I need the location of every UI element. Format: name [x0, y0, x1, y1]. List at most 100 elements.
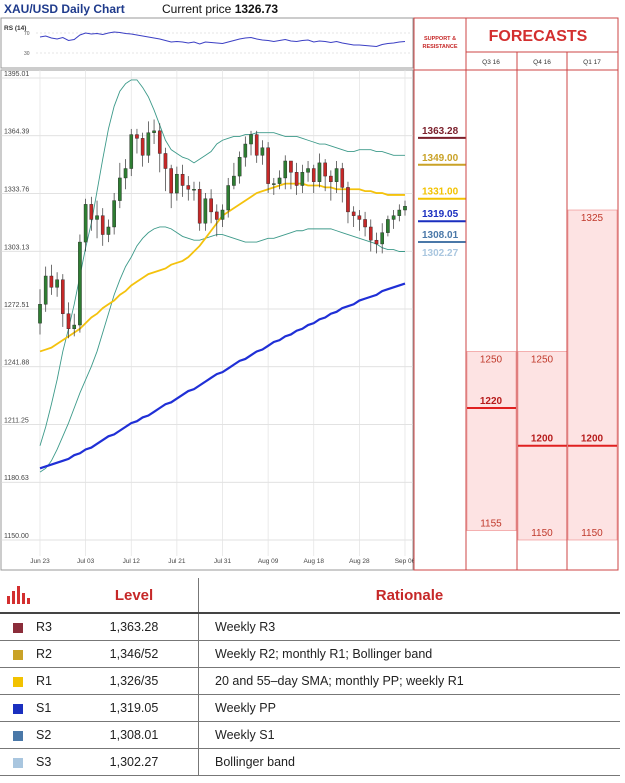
forecast-panel: FORECASTS Q3 16 1250 1155 1220 Q4 16 1250 1150 1… — [465, 17, 619, 571]
forecast-title: FORECASTS — [489, 28, 588, 45]
candle-body — [123, 168, 128, 179]
candle-body — [146, 132, 151, 156]
level-color-swatch — [0, 748, 36, 776]
level-rationale: 20 and 55–day SMA; monthly PP; weekly R1 — [198, 667, 620, 695]
candle-body — [43, 275, 48, 305]
bollinger-lower-line — [39, 226, 405, 473]
candle-body — [289, 160, 293, 173]
forecast-high-label: 1250 — [480, 354, 503, 365]
level-rationale: Weekly S1 — [198, 721, 620, 749]
y-tick-label: 1272.51 — [4, 302, 29, 309]
levels-table: Level Rationale R3 1,363.28 Weekly R3 R2 1,3… — [0, 578, 620, 776]
level-value: 1,346/52 — [70, 640, 199, 668]
candle-body — [340, 168, 345, 188]
bar-chart-icon — [0, 578, 36, 614]
candle-body — [243, 143, 248, 158]
candle-body — [106, 226, 111, 235]
level-name: S1 — [36, 694, 70, 722]
candle-body — [157, 130, 162, 154]
level-name: R3 — [36, 613, 70, 641]
level-rationale: Weekly R2; monthly R1; Bollinger band — [198, 640, 620, 668]
y-tick-label: 1333.76 — [4, 186, 29, 193]
table-row: R3 1,363.28 Weekly R3 — [0, 613, 620, 641]
x-tick-label: Sep 06 — [395, 558, 416, 565]
sr-level-label: 1349.00 — [422, 153, 459, 164]
price-chart: RS (14)70 30 1395.01 1364.39 1333.76 1303.13… — [0, 17, 619, 571]
candle-body — [163, 153, 168, 169]
candle-body — [226, 185, 231, 211]
level-name: S3 — [36, 748, 70, 776]
candle-body — [95, 215, 99, 220]
candle-body — [272, 183, 276, 185]
candle-body — [118, 177, 122, 201]
candle-body — [317, 162, 322, 182]
candle-body — [180, 173, 185, 186]
candle-body — [78, 241, 82, 326]
candle-body — [363, 219, 367, 228]
candle-body — [220, 209, 225, 220]
x-tick-label: Jun 23 — [30, 558, 50, 565]
levels-table-header: Level Rationale — [0, 578, 620, 614]
candle-body — [266, 147, 270, 184]
sma-55-line — [39, 282, 406, 470]
candle-body — [351, 211, 356, 216]
level-color-swatch — [0, 640, 36, 668]
level-rationale: Weekly R3 — [198, 613, 620, 641]
current-price: Current price 1326.73 — [162, 2, 278, 16]
candle-body — [334, 168, 339, 182]
table-row: R2 1,346/52 Weekly R2; monthly R1; Bolling… — [0, 640, 620, 668]
level-name: R2 — [36, 640, 70, 668]
table-row: S2 1,308.01 Weekly S1 — [0, 721, 620, 749]
x-tick-label: Jul 21 — [168, 558, 186, 565]
level-color-swatch — [0, 694, 36, 722]
current-price-value: 1326.73 — [234, 2, 279, 16]
candle-body — [61, 279, 65, 314]
rsi-scale-label: 70 — [24, 31, 30, 37]
level-name: R1 — [36, 667, 70, 695]
candle-body — [403, 206, 407, 211]
candle-body — [260, 147, 265, 156]
candle-body — [135, 134, 139, 139]
candle-body — [55, 279, 59, 288]
sr-level-label: 1308.01 — [422, 230, 459, 241]
candle-body — [186, 185, 191, 190]
forecast-column-label: Q3 16 — [482, 59, 500, 66]
forecast-high-label: 1325 — [581, 213, 604, 224]
candle-body — [397, 209, 402, 216]
y-tick-label: 1364.39 — [4, 129, 29, 136]
candle-body — [66, 313, 71, 330]
level-column-header: Level — [70, 578, 199, 614]
candle-body — [72, 324, 77, 330]
candle-body — [391, 215, 396, 220]
level-value: 1,308.01 — [70, 721, 199, 749]
table-row: S1 1,319.05 Weekly PP — [0, 694, 620, 722]
level-rationale: Bollinger band — [198, 748, 620, 776]
candle-body — [100, 215, 105, 235]
x-tick-label: Aug 09 — [258, 558, 279, 565]
candle-body — [300, 172, 305, 186]
forecast-median-label: 1220 — [480, 396, 503, 407]
candle-body — [329, 175, 333, 182]
level-value: 1,302.27 — [70, 748, 199, 776]
candle-body — [209, 198, 213, 213]
rsi-panel: RS (14)70 30 — [0, 17, 414, 69]
forecast-high-label: 1250 — [531, 354, 554, 365]
table-row: S3 1,302.27 Bollinger band — [0, 748, 620, 776]
candle-body — [254, 134, 259, 156]
candle-body — [380, 232, 384, 245]
x-tick-label: Jul 03 — [77, 558, 95, 565]
candle-body — [192, 189, 196, 191]
candle-body — [249, 134, 253, 145]
candle-body — [294, 172, 299, 186]
x-tick-label: Aug 28 — [349, 558, 370, 565]
candle-body — [357, 215, 362, 220]
y-tick-label: 1303.13 — [4, 244, 29, 251]
candle-body — [346, 187, 350, 213]
rationale-column-header: Rationale — [198, 578, 620, 614]
y-tick-label: 1241.88 — [4, 360, 29, 367]
chart-title: XAU/USD Daily Chart — [4, 2, 125, 16]
candle-body — [197, 189, 202, 224]
forecast-median-label: 1200 — [581, 434, 604, 445]
candle-body — [386, 219, 390, 233]
sr-column — [413, 17, 467, 571]
